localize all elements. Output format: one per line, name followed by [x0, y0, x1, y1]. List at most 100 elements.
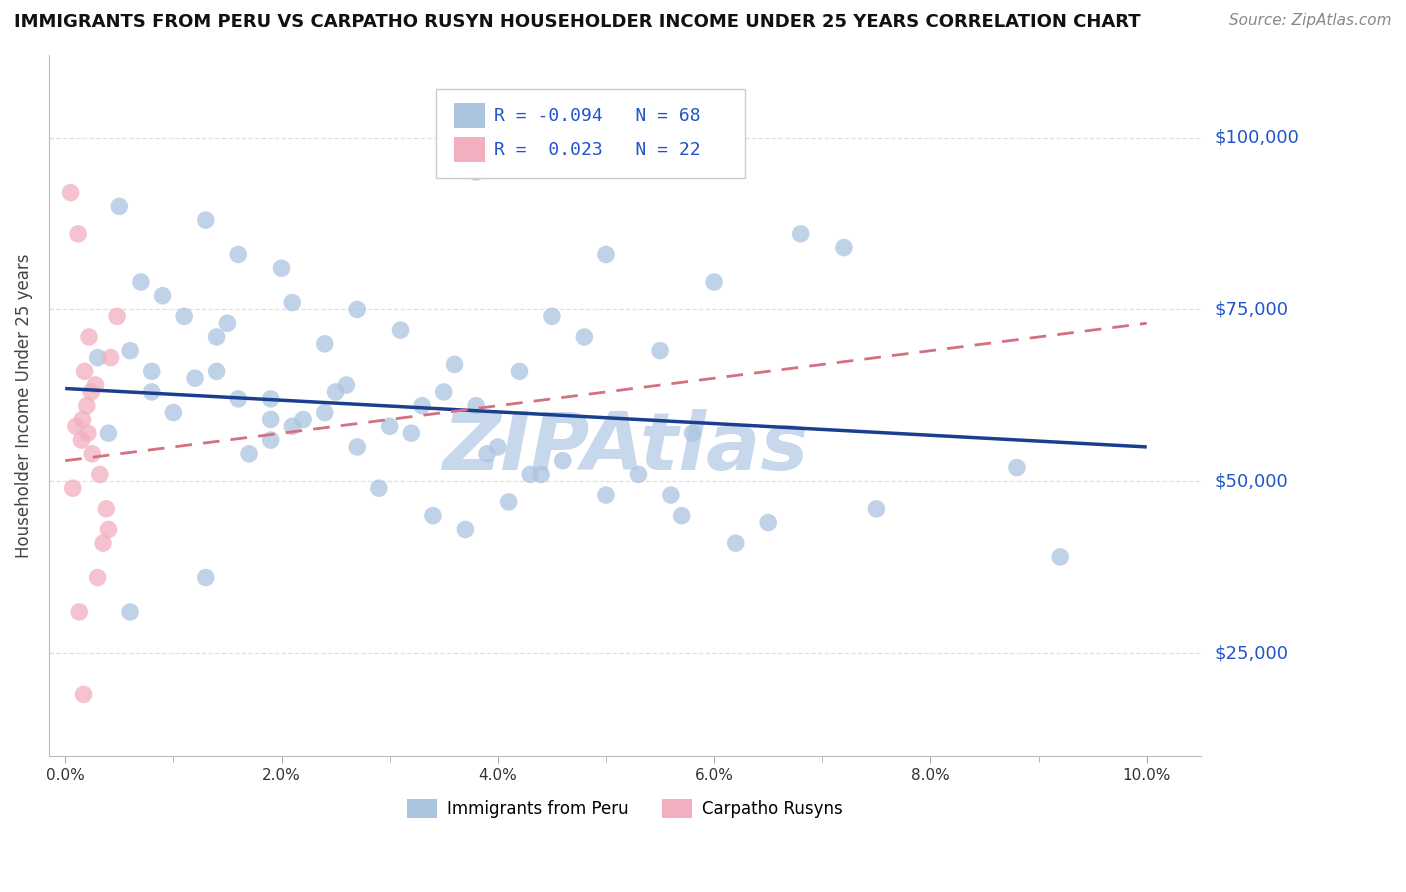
Point [595, 247, 617, 261]
Point [346, 440, 368, 454]
Point [120, 343, 142, 358]
Point [682, 426, 704, 441]
Point [260, 412, 283, 426]
Point [465, 165, 488, 179]
Point [97, 426, 120, 441]
Point [76, 399, 98, 413]
Point [530, 467, 553, 482]
Y-axis label: Householder Income Under 25 years: Householder Income Under 25 years [15, 253, 32, 558]
Point [671, 508, 693, 523]
Point [226, 247, 249, 261]
Point [141, 364, 163, 378]
Point [86, 570, 108, 584]
Point [96, 501, 118, 516]
Point [454, 523, 477, 537]
Point [659, 488, 682, 502]
Point [141, 384, 163, 399]
Point [314, 336, 336, 351]
Point [67, 227, 90, 241]
Text: $50,000: $50,000 [1215, 472, 1288, 491]
Point [865, 501, 887, 516]
Point [205, 364, 228, 378]
Point [648, 343, 671, 358]
Point [105, 310, 128, 324]
Point [84, 378, 107, 392]
Point [551, 453, 574, 467]
Point [574, 330, 596, 344]
Point [86, 351, 108, 365]
Point [65, 419, 87, 434]
Point [194, 570, 217, 584]
Point [314, 406, 336, 420]
Point [335, 378, 357, 392]
Point [443, 358, 465, 372]
Point [627, 467, 650, 482]
Point [519, 467, 541, 482]
Point [270, 261, 292, 276]
Point [72, 687, 94, 701]
Legend: Immigrants from Peru, Carpatho Rusyns: Immigrants from Peru, Carpatho Rusyns [401, 792, 849, 825]
Point [595, 488, 617, 502]
Point [184, 371, 207, 385]
Point [226, 392, 249, 406]
Point [1005, 460, 1028, 475]
Point [465, 399, 488, 413]
Point [205, 330, 228, 344]
Point [59, 186, 82, 200]
Point [162, 406, 184, 420]
Point [89, 467, 111, 482]
Point [541, 310, 564, 324]
Point [401, 426, 423, 441]
Point [173, 310, 195, 324]
Point [724, 536, 747, 550]
Point [91, 536, 114, 550]
Text: R = -0.094   N = 68: R = -0.094 N = 68 [494, 107, 700, 125]
Point [72, 412, 94, 426]
Point [260, 433, 283, 447]
Point [67, 605, 90, 619]
Text: Source: ZipAtlas.com: Source: ZipAtlas.com [1229, 13, 1392, 29]
Point [508, 364, 530, 378]
Point [129, 275, 152, 289]
Point [100, 351, 122, 365]
Point [486, 440, 509, 454]
Point [260, 392, 283, 406]
Point [194, 213, 217, 227]
Point [62, 481, 84, 495]
Point [411, 399, 433, 413]
Point [703, 275, 725, 289]
Point [281, 295, 304, 310]
Point [70, 433, 93, 447]
Point [433, 384, 456, 399]
Point [281, 419, 304, 434]
Point [346, 302, 368, 317]
Point [73, 364, 96, 378]
Point [389, 323, 412, 337]
Point [292, 412, 315, 426]
Point [475, 447, 498, 461]
Point [82, 447, 104, 461]
Point [832, 241, 855, 255]
Text: $25,000: $25,000 [1215, 644, 1289, 662]
Text: R =  0.023   N = 22: R = 0.023 N = 22 [494, 141, 700, 159]
Point [120, 605, 142, 619]
Point [238, 447, 260, 461]
Point [80, 384, 103, 399]
Point [77, 426, 100, 441]
Point [97, 523, 120, 537]
Point [789, 227, 811, 241]
Point [108, 199, 131, 213]
Point [498, 495, 520, 509]
Text: ZIPAtlas: ZIPAtlas [441, 409, 808, 487]
Text: $100,000: $100,000 [1215, 128, 1299, 146]
Point [1049, 549, 1071, 564]
Point [217, 316, 239, 330]
Point [756, 516, 779, 530]
Point [152, 289, 174, 303]
Point [325, 384, 347, 399]
Text: $75,000: $75,000 [1215, 301, 1289, 318]
Text: IMMIGRANTS FROM PERU VS CARPATHO RUSYN HOUSEHOLDER INCOME UNDER 25 YEARS CORRELA: IMMIGRANTS FROM PERU VS CARPATHO RUSYN H… [14, 13, 1140, 31]
Point [367, 481, 389, 495]
Point [378, 419, 401, 434]
Point [422, 508, 444, 523]
